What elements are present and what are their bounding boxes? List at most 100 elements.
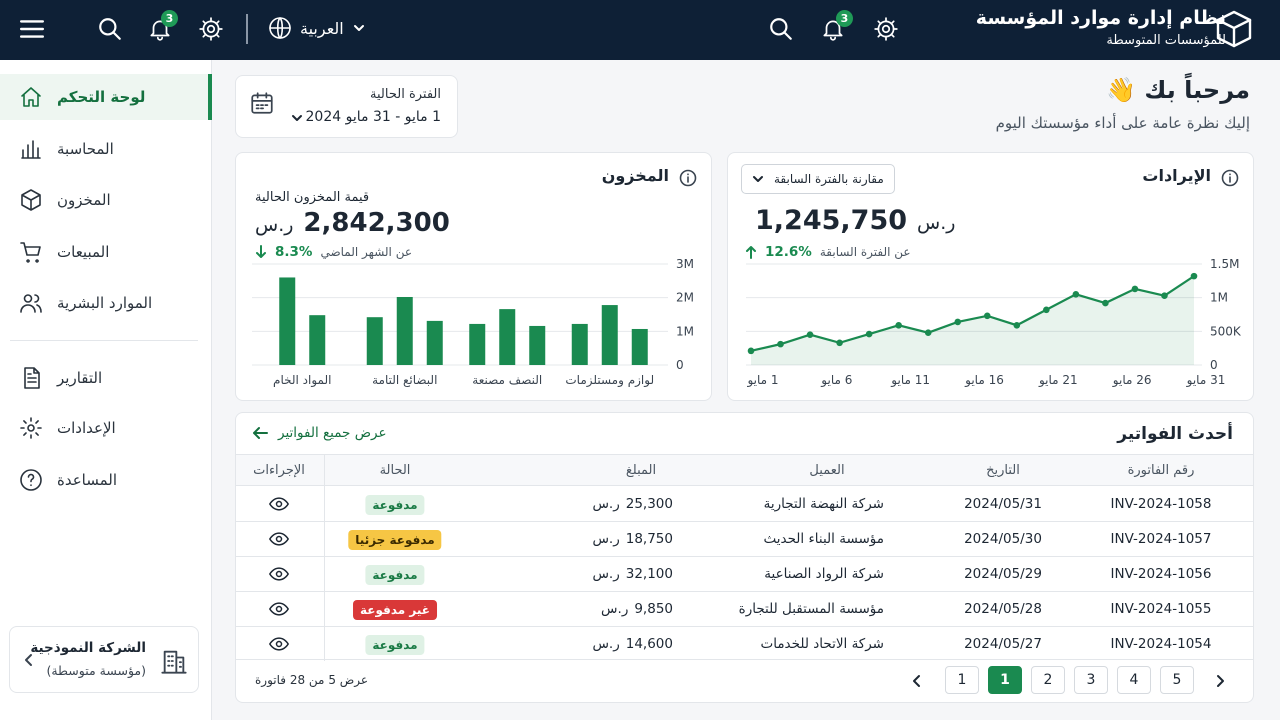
inventory-chart: 0 1M 2M 3M المواد الخام البضائع التامة النصف م… <box>252 257 694 388</box>
bar <box>366 317 383 365</box>
info-icon[interactable] <box>1221 169 1239 187</box>
menu-button[interactable] <box>19 16 45 42</box>
nav-item[interactable]: المخزون <box>0 177 212 223</box>
language-selector[interactable]: العربية <box>268 16 366 40</box>
welcome-title: مرحباً بك 👋 <box>1106 76 1250 104</box>
invoice-date: 2024/05/27 <box>964 636 1042 652</box>
line-point <box>1161 292 1168 299</box>
card-title: الإيرادات <box>1142 166 1211 185</box>
x-tick-label: البضائع التامة <box>372 373 437 387</box>
search-button[interactable] <box>768 16 794 42</box>
page-button[interactable]: 3 <box>1074 666 1108 694</box>
line-point <box>747 347 755 355</box>
compare-dropdown[interactable]: مقارنة بالفترة السابقة <box>741 164 895 194</box>
nav-item[interactable]: المبيعات <box>0 229 212 275</box>
x-tick-label: 6 مايو <box>820 373 852 388</box>
revenue-chart: 0 500K 1M 1.5M 1 مايو 6 مايو 11 مايو 16 مايو 21 … <box>746 257 1242 388</box>
calendar-icon <box>251 92 273 114</box>
page-button[interactable]: 4 <box>1117 666 1151 694</box>
logo <box>1216 10 1252 48</box>
page-button[interactable]: 1 <box>988 666 1022 694</box>
card-title: أحدث الفواتير <box>1117 424 1233 444</box>
nav-icon <box>21 140 41 159</box>
icon-shape <box>20 417 42 439</box>
x-tick-label: 21 مايو <box>1038 373 1078 388</box>
x-tick-label: 26 مايو <box>1112 373 1152 388</box>
x-tick-label: 11 مايو <box>890 373 930 388</box>
invoice-id: INV-2024-1056 <box>1110 566 1212 582</box>
nav-item[interactable]: المساعدة <box>0 457 212 503</box>
invoice-client: شركة الاتحاد للخدمات <box>760 636 885 652</box>
nav-label: الموارد البشرية <box>57 294 153 312</box>
search-button[interactable] <box>97 16 123 42</box>
change-value: 8.3% <box>275 244 313 260</box>
y-tick-label: 2M <box>676 291 694 305</box>
status-badge: غير مدفوعة <box>353 600 437 620</box>
revenue-change: 12.6% عن الفترة السابقة <box>745 244 911 260</box>
view-all-link[interactable]: عرض جميع الفواتير <box>252 425 387 441</box>
nav-item[interactable]: الموارد البشرية <box>0 280 212 326</box>
inventory-card: المخزون قيمة المخزون الحالية ر.س 2,842,30… <box>235 152 712 401</box>
line-point <box>1190 272 1198 280</box>
settings-button[interactable] <box>198 16 224 42</box>
y-tick-label: 0 <box>676 358 684 372</box>
page-button[interactable]: 5 <box>1160 666 1194 694</box>
view-button[interactable] <box>269 634 289 654</box>
invoice-date: 2024/05/30 <box>964 531 1042 547</box>
nav-icon <box>21 87 41 107</box>
invoice-client: شركة النهضة التجارية <box>763 496 884 512</box>
view-button[interactable] <box>269 494 289 514</box>
nav-item[interactable]: التقارير <box>0 355 212 401</box>
inventory-value-label: قيمة المخزون الحالية <box>255 190 370 205</box>
view-button[interactable] <box>269 529 289 549</box>
next-page[interactable] <box>1213 673 1227 689</box>
nav-item[interactable]: الإعدادات <box>0 405 212 451</box>
y-tick-label: 1.5M <box>1210 257 1239 271</box>
divider <box>10 340 198 341</box>
page-button[interactable]: 2 <box>1031 666 1065 694</box>
icon-shape <box>21 189 41 211</box>
notifications-button[interactable] <box>820 16 846 42</box>
bar <box>426 320 443 365</box>
amount-value: 14,600 <box>625 636 673 652</box>
line-point <box>954 318 962 326</box>
nav-item[interactable]: لوحة التحكم <box>0 74 212 120</box>
amount-value: 32,100 <box>625 566 673 582</box>
invoice-amount: 25,300 ر.س <box>566 487 673 522</box>
change-note: عن الفترة السابقة <box>819 245 911 259</box>
bar <box>529 325 546 365</box>
status-badge: مدفوعة جزئيا <box>348 530 442 550</box>
app-title: نظام إدارة موارد المؤسسة <box>975 7 1226 29</box>
compare-label: مقارنة بالفترة السابقة <box>774 172 884 186</box>
bar <box>396 296 413 365</box>
line-point <box>1013 321 1021 329</box>
bar <box>601 305 618 365</box>
x-tick-label: 31 مايو <box>1186 373 1226 388</box>
company-card[interactable]: الشركة النموذجية (مؤسسة متوسطة) <box>9 626 199 693</box>
chevron <box>353 25 364 31</box>
bar <box>571 323 588 365</box>
revenue-total: 1,245,750 ر.س <box>755 205 955 236</box>
line-point <box>836 339 843 347</box>
page-button[interactable]: 1 <box>945 666 979 694</box>
prev-page[interactable] <box>910 673 924 689</box>
line-point <box>806 331 814 338</box>
settings-button[interactable] <box>873 16 899 42</box>
view-button[interactable] <box>269 564 289 584</box>
view-button[interactable] <box>269 599 289 619</box>
nav-label: المحاسبة <box>57 140 114 158</box>
table-summary: عرض 5 من 28 فاتورة <box>255 673 369 687</box>
period-selector[interactable]: الفترة الحالية 1 مايو - 31 مايو 2024 <box>235 75 458 138</box>
eye-icon <box>269 567 289 581</box>
total-value: 1,245,750 <box>755 205 908 236</box>
bar <box>499 309 516 365</box>
nav-icon <box>20 469 42 491</box>
bar <box>631 328 648 365</box>
column-header: رقم الفاتورة <box>1127 463 1195 478</box>
y-tick-label: 3M <box>676 257 694 271</box>
nav-item[interactable]: المحاسبة <box>0 126 212 172</box>
invoice-client: مؤسسة المستقبل للتجارة <box>738 601 884 617</box>
invoice-amount: 18,750 ر.س <box>566 522 673 557</box>
info-icon[interactable] <box>679 169 697 187</box>
icon-shape <box>20 294 42 313</box>
